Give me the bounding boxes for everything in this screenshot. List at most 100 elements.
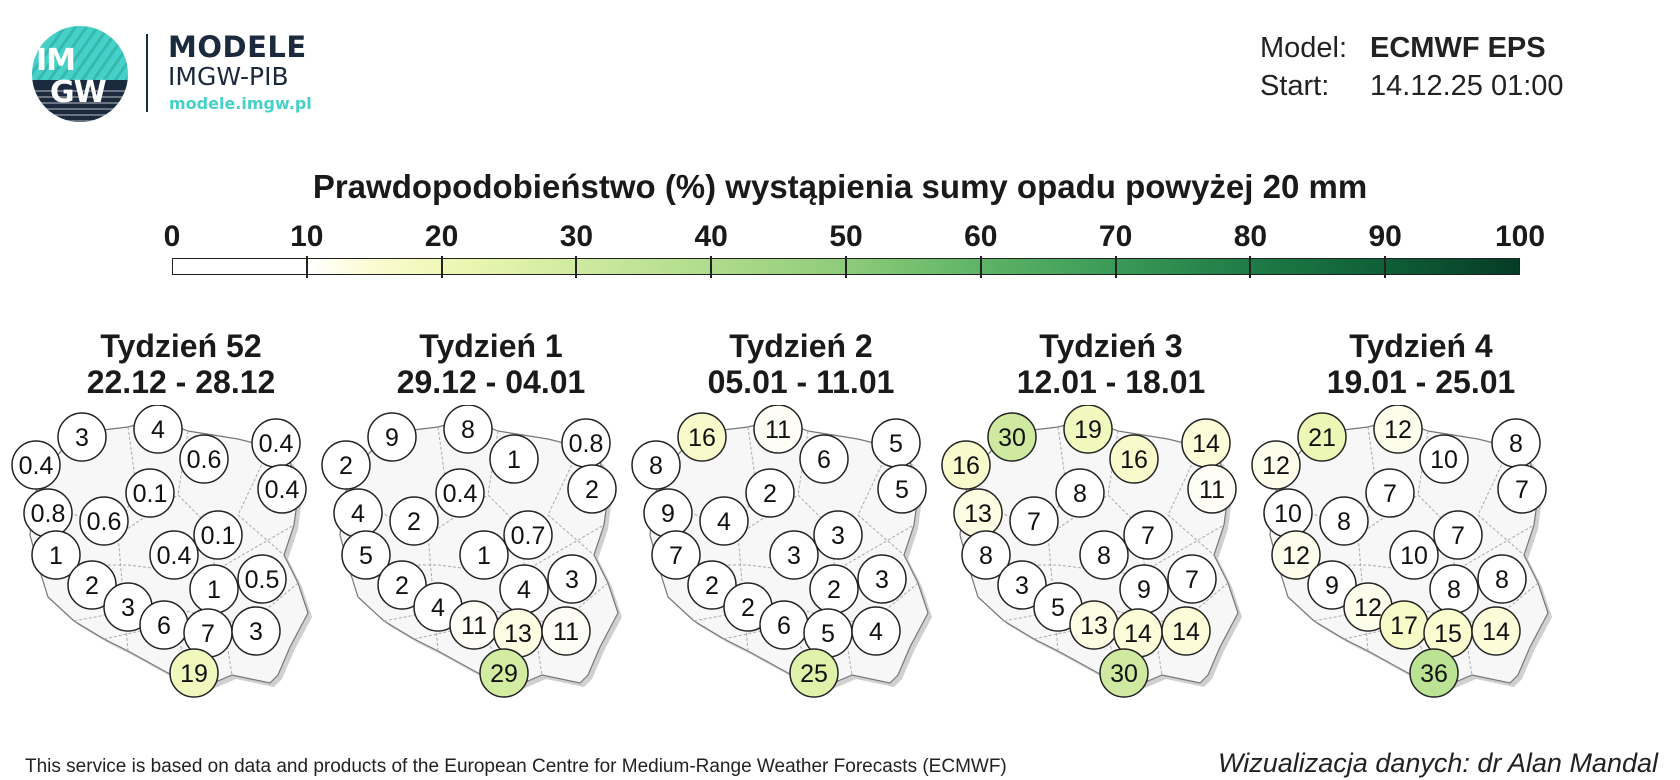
- probability-bubble: 3: [231, 606, 281, 656]
- bubble-value: 11: [461, 612, 487, 640]
- logo-divider: [146, 34, 148, 112]
- probability-bubble: 6: [759, 600, 809, 650]
- probability-bubble: 14: [1181, 418, 1231, 468]
- poland-map: 16 30 19 16 14 11 13 7 8 7 8 8 3 9 7 5 13 14 14 30: [938, 405, 1268, 720]
- bubble-circle: [125, 468, 175, 518]
- probability-bubble: 14: [1471, 606, 1521, 656]
- bubble-circle: [1319, 496, 1369, 546]
- bubble-circle: [799, 434, 849, 484]
- bubble-value: 1: [207, 576, 221, 604]
- bubble-value: 25: [800, 660, 828, 688]
- model-label: Model:: [1260, 32, 1348, 64]
- bubble-value: 8: [1073, 480, 1087, 508]
- scale-tick-mark: [845, 256, 847, 278]
- poland-map: 8 16 11 6 5 5 9 4 2 3 7 3 2 2 3 2 6 5 4 25: [628, 405, 958, 720]
- bubble-circle: [877, 464, 927, 514]
- bubble-circle: [367, 412, 417, 462]
- bubble-value: 11: [765, 416, 791, 444]
- probability-bubble: 14: [1113, 608, 1163, 658]
- bubble-value: 10: [1430, 446, 1458, 474]
- brand-url: modele.imgw.pl: [169, 94, 312, 113]
- probability-bubble: 7: [651, 530, 701, 580]
- probability-bubble: 8: [961, 530, 1011, 580]
- bubble-value: 5: [895, 476, 909, 504]
- brand-subtitle: IMGW-PIB: [168, 62, 289, 91]
- probability-bubble: 11: [753, 405, 803, 454]
- probability-bubble: 0.4: [11, 440, 61, 490]
- bubble-circle: [745, 468, 795, 518]
- bubble-value: 2: [763, 480, 777, 508]
- bubble-value: 16: [688, 424, 716, 452]
- bubble-value: 0.4: [443, 480, 478, 508]
- bubble-circle: [193, 510, 243, 560]
- bubble-value: 9: [661, 500, 675, 528]
- week-dates: 19.01 - 25.01: [1326, 364, 1516, 400]
- bubble-circle: [631, 440, 681, 490]
- probability-bubble: 2: [745, 468, 795, 518]
- bubble-value: 3: [831, 522, 845, 550]
- bubble-value: 30: [1110, 660, 1138, 688]
- poland-map: 0.4 3 4 0.6 0.4 0.4 0.8 0.6 0.1 0.1 1 0.4 2 1 0.5 3 6 7 3 1…: [8, 405, 338, 720]
- bubble-value: 2: [407, 508, 421, 536]
- poland-map: 12 21 12 10 8 7 10 8 7 7 12 10 9 8 8 12 17 15 14 36: [1248, 405, 1578, 720]
- chart-title: Prawdopodobieństwo (%) wystąpienia sumy …: [312, 168, 1368, 205]
- bubble-circle: [1009, 496, 1059, 546]
- bubble-value: 6: [777, 612, 791, 640]
- bubble-value: 5: [889, 430, 903, 458]
- ecmwf-attribution: This service is based on data and produc…: [25, 756, 1007, 777]
- probability-bubble: 0.1: [125, 468, 175, 518]
- probability-bubble: 2: [809, 564, 859, 614]
- probability-bubble: 11: [449, 600, 499, 650]
- probability-bubble: 11: [541, 606, 591, 656]
- bubble-value: 8: [979, 542, 993, 570]
- probability-bubble: 16: [677, 412, 727, 462]
- bubble-value: 29: [490, 660, 518, 688]
- bubble-circle: [11, 440, 61, 490]
- bubble-value: 3: [565, 566, 579, 594]
- bubble-value: 4: [517, 576, 531, 604]
- probability-bubble: 19: [169, 648, 219, 698]
- probability-bubble: 2: [377, 560, 427, 610]
- scale-tick-label: 70: [1098, 220, 1133, 253]
- bubble-circle: [479, 648, 529, 698]
- scale-tick-label: 20: [424, 220, 459, 253]
- bubble-value: 12: [1354, 594, 1382, 622]
- probability-bubble: 30: [1099, 648, 1149, 698]
- probability-bubble: 0.6: [179, 434, 229, 484]
- bubble-circle: [1497, 464, 1547, 514]
- probability-bubble: 12: [1271, 530, 1321, 580]
- probability-bubble: 4: [333, 488, 383, 538]
- week-dates: 12.01 - 18.01: [1016, 364, 1206, 400]
- scale-tick-label: 0: [163, 220, 181, 253]
- week-header: Tydzień 3 12.01 - 18.01: [946, 328, 1276, 400]
- probability-bubble: 0.4: [251, 418, 301, 468]
- bubble-value: 14: [1172, 618, 1200, 646]
- region-border: [547, 446, 595, 556]
- probability-bubble: 9: [1119, 564, 1169, 614]
- week-header: Tydzień 4 19.01 - 25.01: [1256, 328, 1586, 400]
- bubble-value: 5: [821, 620, 835, 648]
- probability-bubble: 3: [547, 554, 597, 604]
- bubble-value: 8: [649, 452, 663, 480]
- bubble-value: 19: [180, 660, 208, 688]
- probability-bubble: 7: [1167, 554, 1217, 604]
- bubble-circle: [1419, 434, 1469, 484]
- bubble-circle: [1471, 606, 1521, 656]
- bubble-value: 2: [827, 576, 841, 604]
- scale-tick-label: 90: [1368, 220, 1402, 253]
- bubble-value: 7: [201, 620, 215, 648]
- bubble-value: 7: [669, 542, 683, 570]
- bubble-circle: [389, 496, 439, 546]
- scale-tick-label: 100: [1494, 220, 1546, 253]
- probability-bubble: 8: [1079, 530, 1129, 580]
- bubble-circle: [1373, 405, 1423, 454]
- bubble-circle: [133, 405, 183, 454]
- scale-tick-label: 50: [829, 220, 863, 253]
- bubble-circle: [1389, 530, 1439, 580]
- bubble-value: 19: [1074, 416, 1102, 444]
- week-dates: 05.01 - 11.01: [707, 364, 895, 400]
- region-border: [1167, 446, 1215, 556]
- bubble-value: 8: [1447, 576, 1461, 604]
- region-border: [237, 446, 285, 556]
- scale-tick-mark: [305, 256, 308, 278]
